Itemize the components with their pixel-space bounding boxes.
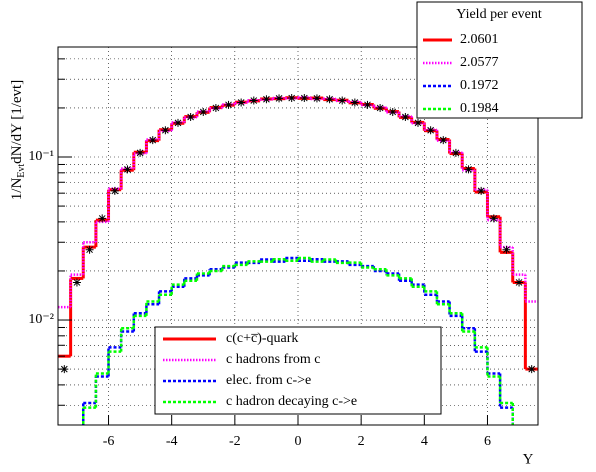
series: [82, 256, 514, 425]
plot-area: [58, 94, 538, 425]
marker: [426, 126, 435, 135]
marker: [489, 214, 498, 223]
series-legend: c(c+c̅)-quark c hadrons from c elec. from …: [154, 326, 442, 415]
marker: [148, 136, 157, 145]
axes: -6 -4 -2 0 2 4 6 10⁻² 10⁻¹: [28, 58, 491, 449]
marker: [414, 118, 422, 127]
x-tick-label: -2: [229, 434, 241, 449]
marker: [287, 94, 296, 103]
marker: [186, 112, 195, 121]
x-tick-label: -4: [166, 434, 178, 449]
marker: [515, 278, 524, 287]
marker: [439, 136, 448, 145]
marker: [300, 94, 309, 103]
marker: [502, 245, 511, 254]
legend-label: elec. from c->e: [226, 373, 311, 388]
marker: [451, 148, 460, 157]
marker: [85, 245, 94, 254]
marker: [72, 278, 81, 287]
x-tick-label: 6: [484, 434, 491, 449]
marker: [199, 107, 208, 116]
marker: [388, 107, 397, 116]
y-label-rest: dN/dY [1/evt]: [9, 80, 25, 164]
legend-label: c(c+c̅)-quark: [226, 331, 298, 346]
marker: [249, 96, 258, 105]
legend-label: c hadron decaying c->e: [226, 394, 357, 409]
marker: [211, 103, 220, 112]
y-label-main: 1/N: [9, 178, 25, 201]
yield-legend: Yield per event 2.0601 2.0577 0.1972 0.1984: [416, 1, 583, 119]
marker: [224, 100, 233, 109]
y-tick-label: 10⁻¹: [28, 149, 54, 164]
marker: [262, 95, 271, 104]
marker: [237, 98, 246, 107]
marker: [401, 112, 410, 121]
marker: [363, 100, 372, 109]
x-tick-label: 4: [421, 434, 428, 449]
marker: [527, 365, 536, 374]
marker: [325, 95, 334, 104]
marker: [123, 165, 132, 174]
marker: [174, 118, 182, 127]
legend-yield: 0.1972: [460, 78, 499, 93]
y-tick-label: 10⁻²: [28, 312, 54, 327]
marker: [98, 214, 107, 223]
legend-yield: 2.0601: [460, 32, 499, 47]
marker: [161, 126, 170, 135]
marker: [338, 96, 347, 105]
legend-box: [154, 326, 442, 415]
marker: [464, 165, 473, 174]
marker: [312, 94, 321, 103]
marker: [110, 186, 119, 195]
legend-yield: 0.1984: [460, 101, 499, 116]
legend-box: [416, 1, 583, 119]
marker: [376, 103, 385, 112]
legend-label: c hadrons from c: [226, 352, 320, 367]
x-tick-label: -6: [103, 434, 115, 449]
marker: [275, 94, 284, 103]
marker: [136, 148, 145, 157]
y-axis-label: 1/NEvtdN/dY [1/evt]: [9, 80, 27, 200]
x-tick-label: 2: [358, 434, 365, 449]
legend-yield: 2.0577: [460, 55, 499, 70]
marker: [350, 98, 359, 107]
x-axis-label: Y: [523, 451, 534, 467]
marker: [477, 186, 486, 195]
x-tick-label: 0: [295, 434, 302, 449]
y-label-sub: Evt: [16, 164, 27, 178]
legend-header: Yield per event: [456, 7, 542, 22]
